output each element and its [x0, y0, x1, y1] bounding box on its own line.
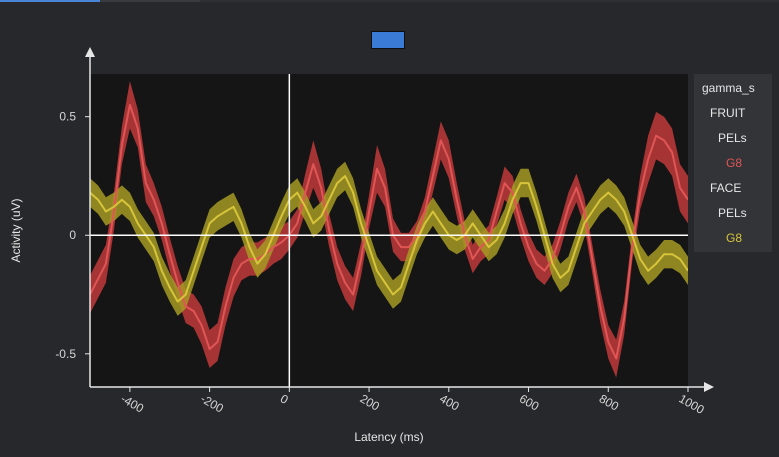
- x-tick-label: 200: [358, 391, 383, 413]
- legend-item: G8: [726, 156, 743, 170]
- zero-lines: [90, 74, 688, 387]
- series-line-2: [90, 175, 688, 303]
- legend-item: FACE: [710, 181, 742, 195]
- x-tick-label: 1000: [677, 391, 707, 417]
- x-tick-labels: -400 -200 0 200 400 600 800 1000: [118, 387, 707, 417]
- y-tick-label: -0.5: [55, 347, 76, 361]
- color-swatch-button[interactable]: [371, 31, 405, 49]
- y-axis-arrow-icon: [85, 47, 95, 57]
- x-axis-arrow-icon: [704, 382, 714, 392]
- series-bands: [90, 81, 688, 378]
- legend-item: FRUIT: [710, 106, 746, 120]
- x-tick-label: 800: [597, 391, 622, 413]
- x-tick-label: 400: [437, 391, 462, 413]
- series-band-1: [90, 81, 688, 378]
- legend: gamma_s FRUIT PELs G8 FACE PELs G8: [694, 74, 772, 252]
- tab-inactive[interactable]: [100, 0, 200, 2]
- series-band-2: [90, 161, 688, 316]
- legend-item: gamma_s: [702, 81, 755, 95]
- top-tab-bar: [0, 0, 779, 2]
- y-tick-label: 0: [69, 228, 76, 242]
- x-tick-label: 600: [517, 391, 542, 413]
- y-axis-label: Activity (uV): [9, 198, 23, 262]
- legend-item: G8: [726, 231, 743, 245]
- x-tick-label: 0: [278, 391, 291, 407]
- tab-active-indicator[interactable]: [0, 0, 100, 2]
- x-tick-label: -400: [118, 391, 146, 415]
- legend-item: PELs: [718, 206, 747, 220]
- y-tick-labels: 0.5 0 -0.5: [55, 110, 90, 361]
- axes: [85, 47, 714, 392]
- plot-area: [90, 74, 688, 387]
- x-axis-label: Latency (ms): [354, 430, 423, 444]
- y-tick-label: 0.5: [59, 110, 76, 124]
- x-tick-label: -200: [198, 391, 226, 415]
- legend-item: PELs: [718, 131, 747, 145]
